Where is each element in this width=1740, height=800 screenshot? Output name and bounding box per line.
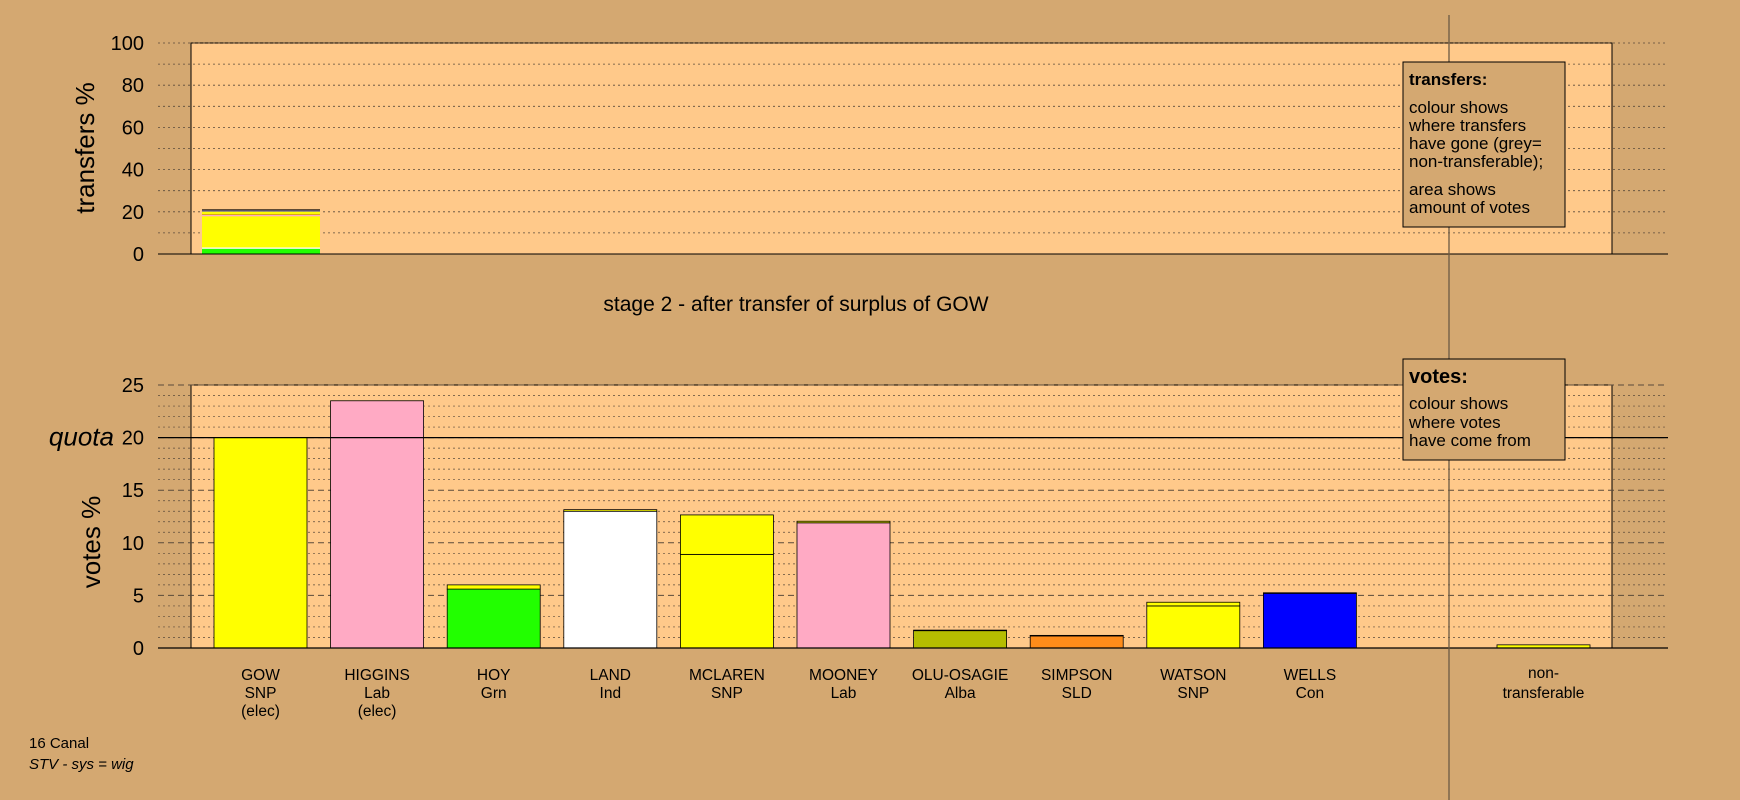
- transfers-y-axis-label: transfers %: [70, 82, 100, 214]
- transfer-segment-hoy: [202, 248, 320, 254]
- transfers-legend-box: [1402, 61, 1566, 228]
- vote-segment-gow: [213, 437, 308, 649]
- vote-segment-mooney: [796, 520, 891, 524]
- candidate-party: Con: [1296, 685, 1324, 702]
- transfers-y-ticks: 0 20 40 60 80 100: [111, 33, 144, 266]
- nontransferable-label: transferable: [1503, 685, 1585, 702]
- transfers-plot-area: [190, 42, 1613, 255]
- y-tick-label: 15: [122, 480, 144, 502]
- transfers-gridlines: [158, 42, 1668, 234]
- votes-legend-title: votes:: [1409, 366, 1468, 388]
- candidate-name: MCLAREN: [689, 667, 765, 684]
- y-tick-label: 0: [133, 244, 144, 266]
- footer-system: STV - sys = wig: [29, 756, 134, 773]
- vote-segment-land: [563, 509, 658, 512]
- votes-legend-box: [1402, 358, 1566, 461]
- y-tick-label: 40: [122, 160, 144, 182]
- vote-segment-hoy: [446, 588, 541, 649]
- transfers-legend-line: area shows: [1409, 180, 1496, 199]
- votes-y-ticks: 0 5 10 15 20 25: [122, 375, 144, 660]
- candidate-name: LAND: [590, 667, 631, 684]
- vote-segment-olu-osagie: [913, 630, 1007, 649]
- vote-segment-olu-osagie: [913, 629, 1007, 632]
- transfer-segment-land: [202, 247, 320, 249]
- transfer-segment-mclaren: [202, 216, 320, 248]
- transfers-legend-line: where transfers: [1408, 116, 1526, 135]
- vote-segment-simpson: [1029, 635, 1124, 649]
- vote-segment-mclaren: [680, 553, 774, 649]
- y-tick-label: 20: [122, 428, 144, 450]
- candidate-status: (elec): [358, 703, 397, 720]
- candidate-name: GOW: [241, 667, 280, 684]
- y-tick-label: 80: [122, 75, 144, 97]
- transfers-legend-line: colour shows: [1409, 98, 1508, 117]
- candidate-party: Lab: [364, 685, 390, 702]
- transfer-segment-wells: [202, 210, 320, 212]
- candidate-party: SNP: [711, 685, 743, 702]
- y-tick-label: 20: [122, 202, 144, 224]
- candidate-name: OLU-OSAGIE: [912, 667, 1008, 684]
- vote-segment-wells: [1263, 592, 1357, 594]
- votes-legend-line: colour shows: [1409, 394, 1508, 413]
- candidate-party: SNP: [245, 685, 277, 702]
- candidate-party: Lab: [831, 685, 857, 702]
- stage-title: stage 2 - after transfer of surplus of G…: [603, 293, 988, 316]
- vote-segment-mclaren: [680, 514, 774, 555]
- footer-ward: 16 Canal: [29, 735, 89, 752]
- y-tick-label: 25: [122, 375, 144, 397]
- nontransferable-label: non-: [1528, 665, 1559, 682]
- candidate-name: SIMPSON: [1041, 667, 1112, 684]
- transfer-segment-olu-osagie: [202, 214, 320, 215]
- candidate-party: SNP: [1177, 685, 1209, 702]
- transfers-panel: 0 20 40 60 80 100 transfers %: [70, 33, 1668, 266]
- candidate-labels: GOWSNP(elec)HIGGINSLab(elec)HOYGrnLANDIn…: [241, 665, 1584, 720]
- y-tick-label: 5: [133, 585, 144, 607]
- transfers-legend-title: transfers:: [1409, 70, 1487, 89]
- votes-legend-line: have come from: [1409, 431, 1531, 450]
- vote-segment-higgins: [330, 400, 425, 649]
- transfer-segment-mooney: [202, 214, 320, 217]
- vote-segment-wells: [1263, 592, 1357, 649]
- votes-legend-line: where votes: [1408, 413, 1501, 432]
- transfers-bars: [202, 209, 320, 254]
- transfers-legend-line: amount of votes: [1409, 198, 1530, 217]
- candidate-name: HOY: [477, 667, 511, 684]
- vote-segment-simpson: [1029, 634, 1124, 637]
- votes-y-axis-label: votes %: [76, 496, 106, 589]
- transfers-legend-line: have gone (grey=: [1409, 134, 1542, 153]
- candidate-party: Ind: [600, 685, 622, 702]
- candidate-name: WATSON: [1160, 667, 1226, 684]
- y-tick-label: 60: [122, 117, 144, 139]
- quota-label: quota: [49, 422, 114, 452]
- candidate-party: SLD: [1062, 685, 1092, 702]
- candidate-party: Grn: [481, 685, 507, 702]
- vote-segment-mooney: [796, 522, 891, 649]
- transfers-legend: transfers: colour shows where transfers …: [1402, 61, 1566, 228]
- vote-segment-land: [563, 510, 658, 649]
- candidate-name: MOONEY: [809, 667, 878, 684]
- candidate-party: Alba: [945, 685, 976, 702]
- votes-legend: votes: colour shows where votes have com…: [1402, 358, 1566, 461]
- candidate-name: HIGGINS: [344, 667, 409, 684]
- candidate-name: WELLS: [1284, 667, 1337, 684]
- votes-bars: [213, 400, 1591, 649]
- y-tick-label: 100: [111, 33, 144, 55]
- vote-segment-hoy: [446, 584, 541, 590]
- transfers-legend-line: non-transferable);: [1409, 152, 1543, 171]
- transfer-segment-watson: [202, 211, 320, 214]
- y-tick-label: 0: [133, 638, 144, 660]
- vote-segment-watson: [1146, 605, 1241, 649]
- y-tick-label: 10: [122, 533, 144, 555]
- candidate-status: (elec): [241, 703, 280, 720]
- votes-plot-area: [190, 384, 1613, 649]
- transfer-segment-simpson: [202, 213, 320, 215]
- vote-segment-watson: [1146, 601, 1241, 607]
